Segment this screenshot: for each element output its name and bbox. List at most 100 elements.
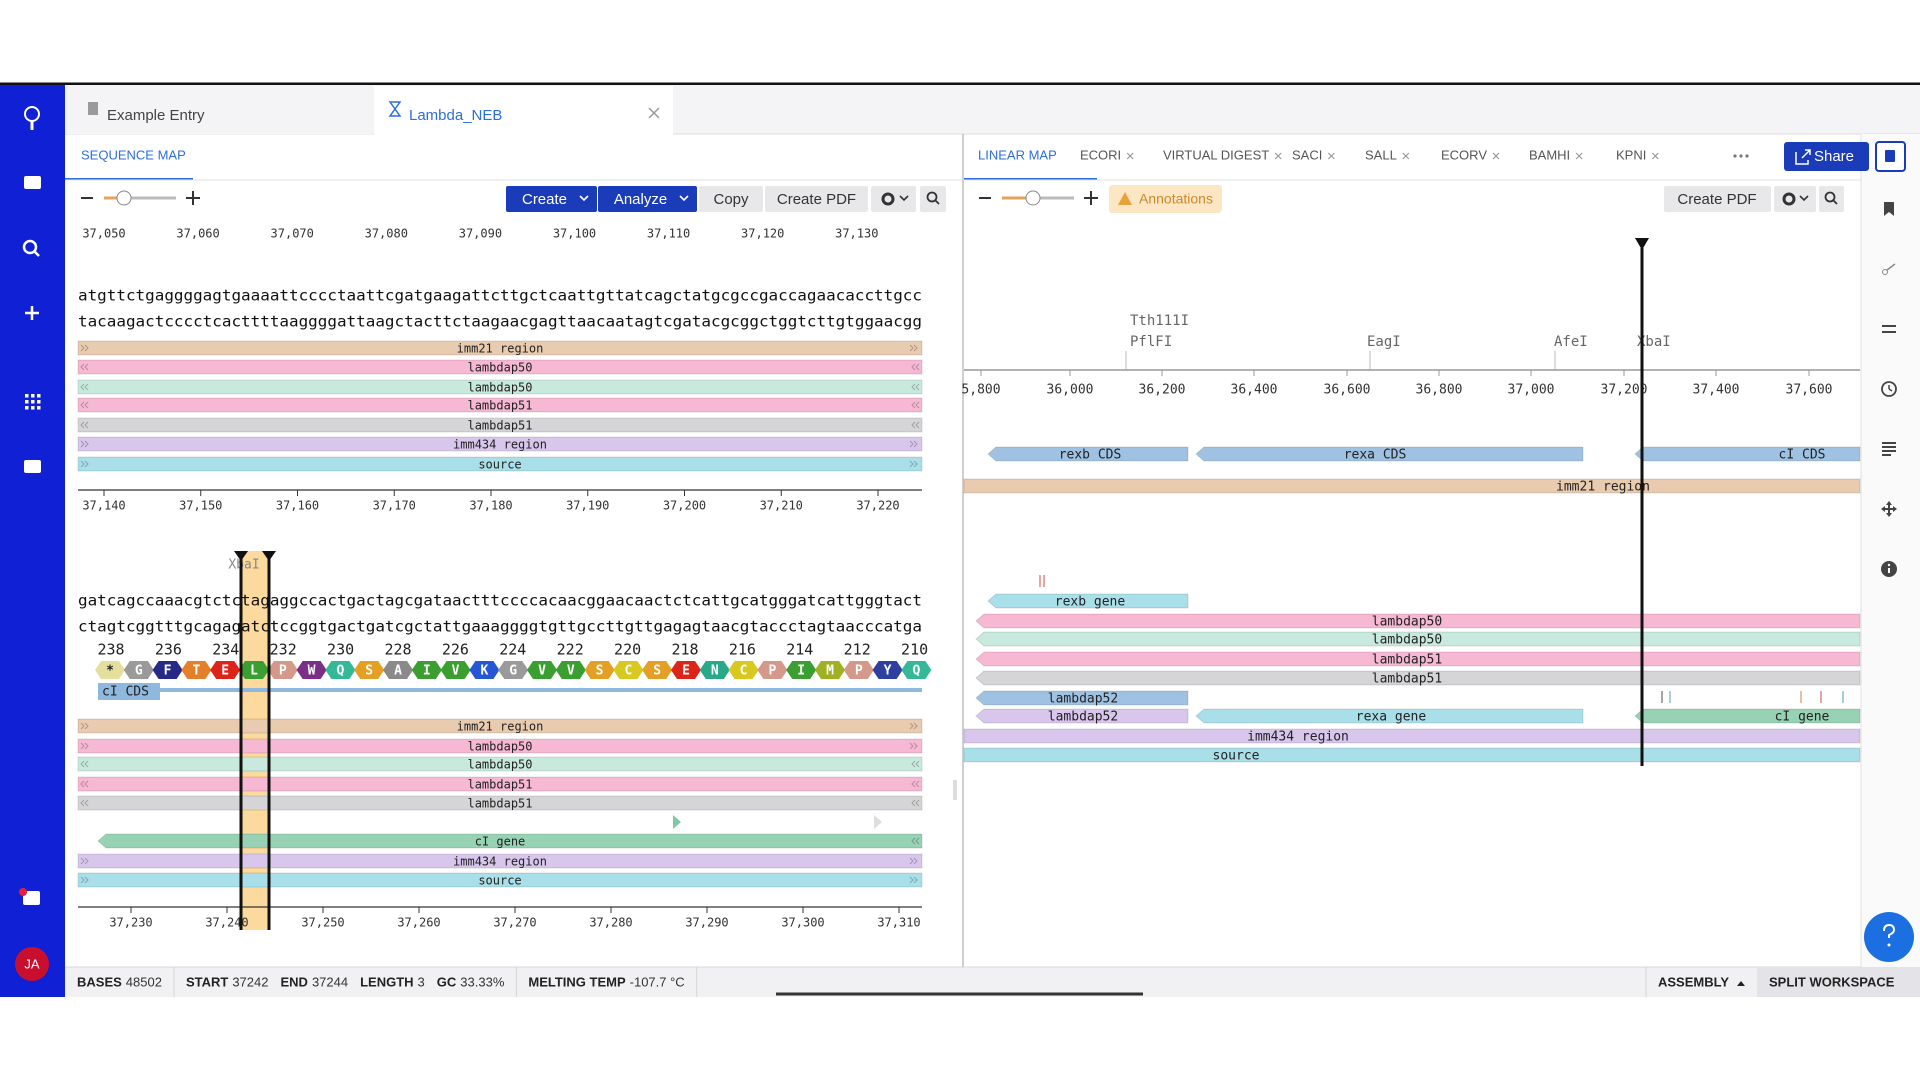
- status-label: LENGTH: [360, 974, 413, 989]
- feature-label: lambdap50: [467, 758, 532, 772]
- share-label: Share: [1814, 148, 1854, 165]
- apps-dot: [31, 394, 35, 398]
- amino-acid-letter: F: [164, 664, 172, 679]
- aa-number: 234: [212, 641, 239, 659]
- amino-acid-letter: G: [135, 664, 143, 679]
- amino-acid-letter: *: [106, 664, 114, 679]
- map-feature-label: cI CDS: [1779, 448, 1826, 463]
- axis-label: 36,800: [1416, 383, 1463, 398]
- map-feature[interactable]: [964, 748, 1860, 762]
- map-feature[interactable]: [964, 479, 1860, 493]
- axis-label: 37,000: [1508, 383, 1555, 398]
- axis-label: 37,400: [1693, 383, 1740, 398]
- feature-label: lambdap51: [467, 399, 532, 413]
- enzyme-label: Tth111I: [1130, 313, 1189, 329]
- zoom-knob[interactable]: [117, 191, 131, 205]
- map-tab[interactable]: KPNI: [1616, 147, 1646, 162]
- apps-dot: [25, 394, 29, 398]
- clone-icon: [1885, 150, 1895, 162]
- ruler-label: 37,200: [663, 499, 706, 513]
- ruler-label: 37,060: [176, 227, 219, 241]
- aa-number: 218: [671, 641, 698, 659]
- map-feature-label: rexa CDS: [1344, 448, 1407, 463]
- ruler-label: 37,260: [397, 916, 440, 930]
- left-scrollbar: [953, 780, 957, 800]
- feature-label: lambdap50: [467, 361, 532, 375]
- feature-label: source: [478, 874, 521, 888]
- amino-acid-letter: Q: [336, 664, 344, 679]
- ruler-label: 37,140: [82, 499, 125, 513]
- create-button-label: Create: [522, 191, 567, 208]
- map-feature[interactable]: [1635, 447, 1860, 461]
- apps-dot: [37, 400, 41, 404]
- map-feature-label: lambdap51: [1372, 672, 1442, 687]
- panel-tab: SEQUENCE MAP: [81, 147, 186, 162]
- map-tab[interactable]: BAMHI: [1529, 147, 1570, 162]
- map-tab[interactable]: ECORV: [1441, 147, 1487, 162]
- ruler-label: 37,270: [493, 916, 536, 930]
- ruler-label: 37,070: [271, 227, 314, 241]
- amino-acid-letter: S: [596, 664, 604, 679]
- analyze-button-label: Analyze: [614, 191, 667, 208]
- cds-label: cI CDS: [102, 685, 149, 700]
- status-label: START: [186, 974, 228, 989]
- ruler-label: 37,230: [109, 916, 152, 930]
- split-workspace[interactable]: SPLIT WORKSPACE: [1769, 974, 1895, 989]
- dna-strand: tacaagactcccctcacttttaaggggattaagctacttc…: [78, 313, 922, 331]
- amino-acid-letter: K: [480, 664, 488, 679]
- ruler-label: 37,100: [553, 227, 596, 241]
- apps-dot: [31, 400, 35, 404]
- search-button[interactable]: [1819, 186, 1844, 212]
- axis-label: 37,200: [1601, 383, 1648, 398]
- amino-acid-letter: W: [308, 664, 316, 679]
- map-feature[interactable]: [964, 729, 1860, 743]
- aa-number: 214: [786, 641, 813, 659]
- ruler-label: 37,170: [373, 499, 416, 513]
- map-tab[interactable]: ECORI: [1080, 147, 1121, 162]
- dna-strand: gatcagccaaacgtctctagaggccactgactagcgataa…: [78, 592, 922, 610]
- orf-marker: [673, 815, 681, 829]
- map-tab[interactable]: SACI: [1292, 147, 1322, 162]
- feature-label: lambdap51: [467, 797, 532, 811]
- ruler-label: 37,220: [856, 499, 899, 513]
- doc-icon: [88, 102, 98, 115]
- axis-label: 36,600: [1324, 383, 1371, 398]
- map-feature-label: imm21 region: [1556, 480, 1650, 495]
- enzyme-label: AfeI: [1554, 334, 1588, 350]
- map-feature-label: lambdap52: [1048, 710, 1118, 725]
- status-label: MELTING TEMP: [528, 974, 626, 989]
- amino-acid-letter: Y: [884, 664, 892, 679]
- aa-number: 220: [614, 641, 641, 659]
- assembly-toggle[interactable]: ASSEMBLY: [1658, 974, 1729, 989]
- feature-label: lambdap50: [467, 381, 532, 395]
- axis-label: 36,400: [1231, 383, 1278, 398]
- aa-number: 230: [327, 641, 354, 659]
- axis-label: 5,800: [961, 383, 1000, 398]
- feature-label: source: [478, 458, 521, 472]
- status-value: 3: [418, 974, 425, 989]
- feature-label: cI gene: [475, 835, 526, 849]
- map-tab[interactable]: VIRTUAL DIGEST: [1163, 147, 1269, 162]
- feature-label: imm434 region: [453, 855, 547, 869]
- aa-number: 224: [499, 641, 526, 659]
- orf-marker: [874, 815, 882, 829]
- axis-label: 36,200: [1139, 383, 1186, 398]
- status-value: -107.7 °C: [630, 974, 685, 989]
- amino-acid-letter: P: [855, 664, 863, 679]
- briefcase-icon[interactable]: [24, 176, 41, 189]
- amino-acid-letter: L: [250, 664, 258, 679]
- dna-strand: atgttctgaggggagtgaaaattcccctaattcgatgaag…: [78, 287, 922, 305]
- amino-acid-letter: P: [768, 664, 776, 679]
- map-feature-label: lambdap50: [1372, 615, 1442, 630]
- feature-label: imm434 region: [453, 438, 547, 452]
- zoom-knob[interactable]: [1026, 191, 1040, 205]
- ruler-label: 37,130: [835, 227, 878, 241]
- map-tab[interactable]: LINEAR MAP: [978, 147, 1057, 162]
- search-button[interactable]: [920, 186, 946, 212]
- ruler-label: 37,310: [877, 916, 920, 930]
- map-tab[interactable]: SALL: [1365, 147, 1397, 162]
- amino-acid-letter: E: [221, 664, 229, 679]
- amino-acid-letter: C: [740, 664, 748, 679]
- right-toolbar: [1861, 134, 1920, 967]
- map-cursor-handle: [1635, 238, 1649, 250]
